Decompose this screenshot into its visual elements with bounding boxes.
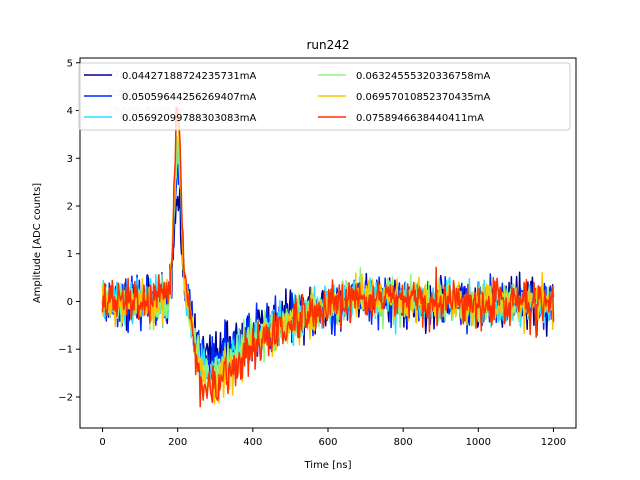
chart-title: run242 [306,38,349,52]
y-tick-label: 4 [67,106,73,117]
y-axis-title: Amplitude [ADC counts] [32,183,43,303]
x-tick-label: 600 [318,437,337,448]
y-tick-label: −1 [58,345,73,356]
legend-label: 0.05692099788303083mA [122,113,256,124]
legend-label: 0.06324555320336758mA [356,71,490,82]
legend-label: 0.06957010852370435mA [356,92,490,103]
series-layer [101,106,555,408]
x-tick-label: 1000 [466,437,491,448]
x-tick-label: 1200 [541,437,566,448]
y-tick-label: 1 [67,249,73,260]
y-tick-label: 3 [67,154,73,165]
x-tick-label: 400 [243,437,262,448]
y-tick-label: 5 [67,58,73,69]
x-axis: 0 200 400 600 800 1000 1200 [99,428,566,448]
y-tick-label: −2 [58,392,73,403]
x-tick-label: 800 [394,437,413,448]
legend-label: 0.0758946638440411mA [356,113,484,124]
legend-label: 0.04427188724235731mA [122,71,256,82]
x-tick-label: 200 [168,437,187,448]
y-axis: −2 −1 0 1 2 3 4 5 [58,58,80,403]
legend-label: 0.05059644256269407mA [122,92,256,103]
x-axis-title: Time [ns] [303,460,351,471]
y-tick-label: 2 [67,202,73,213]
legend: 0.04427188724235731mA 0.05059644256269407… [78,62,571,131]
plot-area [101,106,555,408]
x-tick-label: 0 [99,437,105,448]
y-tick-label: 0 [67,297,73,308]
